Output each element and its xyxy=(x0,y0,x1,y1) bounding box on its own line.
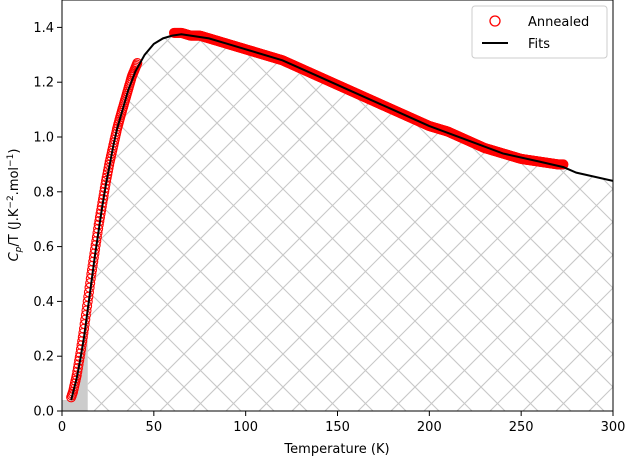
x-tick-label: 300 xyxy=(601,420,626,435)
hatch-line xyxy=(126,34,539,411)
fit-line-series xyxy=(70,33,613,401)
y-tick-label: 1.4 xyxy=(33,21,54,36)
hatch-line xyxy=(87,34,275,411)
y-tick-label: 0.8 xyxy=(33,185,54,200)
y-tick-label: 0.4 xyxy=(33,295,54,310)
hatch-line xyxy=(87,34,341,411)
hatch-line xyxy=(93,34,506,411)
y-axis-label: Cp/T (J.K−2.mol−1) xyxy=(6,149,24,262)
hatch-line xyxy=(622,0,628,411)
hatch-line xyxy=(87,34,374,411)
hatch-line xyxy=(87,34,209,411)
y-tick-label: 0.6 xyxy=(33,240,54,255)
hatch-line xyxy=(87,34,176,411)
legend-label-annealed: Annealed xyxy=(528,15,589,30)
x-tick-label: 150 xyxy=(325,420,350,435)
hatch-line xyxy=(192,34,605,411)
y-tick-label: 1.2 xyxy=(33,76,54,91)
y-tick-label: 0.2 xyxy=(33,350,54,365)
x-axis-label: Temperature (K) xyxy=(283,442,389,457)
legend-marker-annealed xyxy=(489,15,501,27)
hatch-line xyxy=(622,0,628,411)
hatch-line xyxy=(87,34,275,411)
x-tick-label: 200 xyxy=(417,420,442,435)
legend-label-fits: Fits xyxy=(528,37,550,52)
hatch-line xyxy=(87,34,242,411)
hatch-line xyxy=(522,34,614,411)
y-tick-label: 1.0 xyxy=(33,131,54,146)
x-axis-ticks: 0 50 100 150 200 250 300 xyxy=(58,411,626,435)
x-tick-label: 250 xyxy=(509,420,534,435)
hatch-line xyxy=(87,34,407,411)
hatch-line xyxy=(489,34,614,411)
x-tick-label: 0 xyxy=(58,420,66,435)
legend: Annealed Fits xyxy=(471,5,608,59)
hatch-line xyxy=(456,34,614,411)
legend-box xyxy=(471,5,608,59)
y-axis-ticks: 0.0 0.2 0.4 0.6 0.8 1.0 1.2 1.4 xyxy=(33,21,62,420)
hatch-line xyxy=(87,34,242,411)
x-tick-label: 50 xyxy=(146,420,163,435)
hatch-line xyxy=(423,34,614,411)
y-tick-label: 0.0 xyxy=(33,405,54,420)
scatter-point xyxy=(558,159,569,170)
x-tick-label: 100 xyxy=(233,420,258,435)
solid-shaded-region xyxy=(62,309,88,411)
hatch-line xyxy=(159,34,572,411)
